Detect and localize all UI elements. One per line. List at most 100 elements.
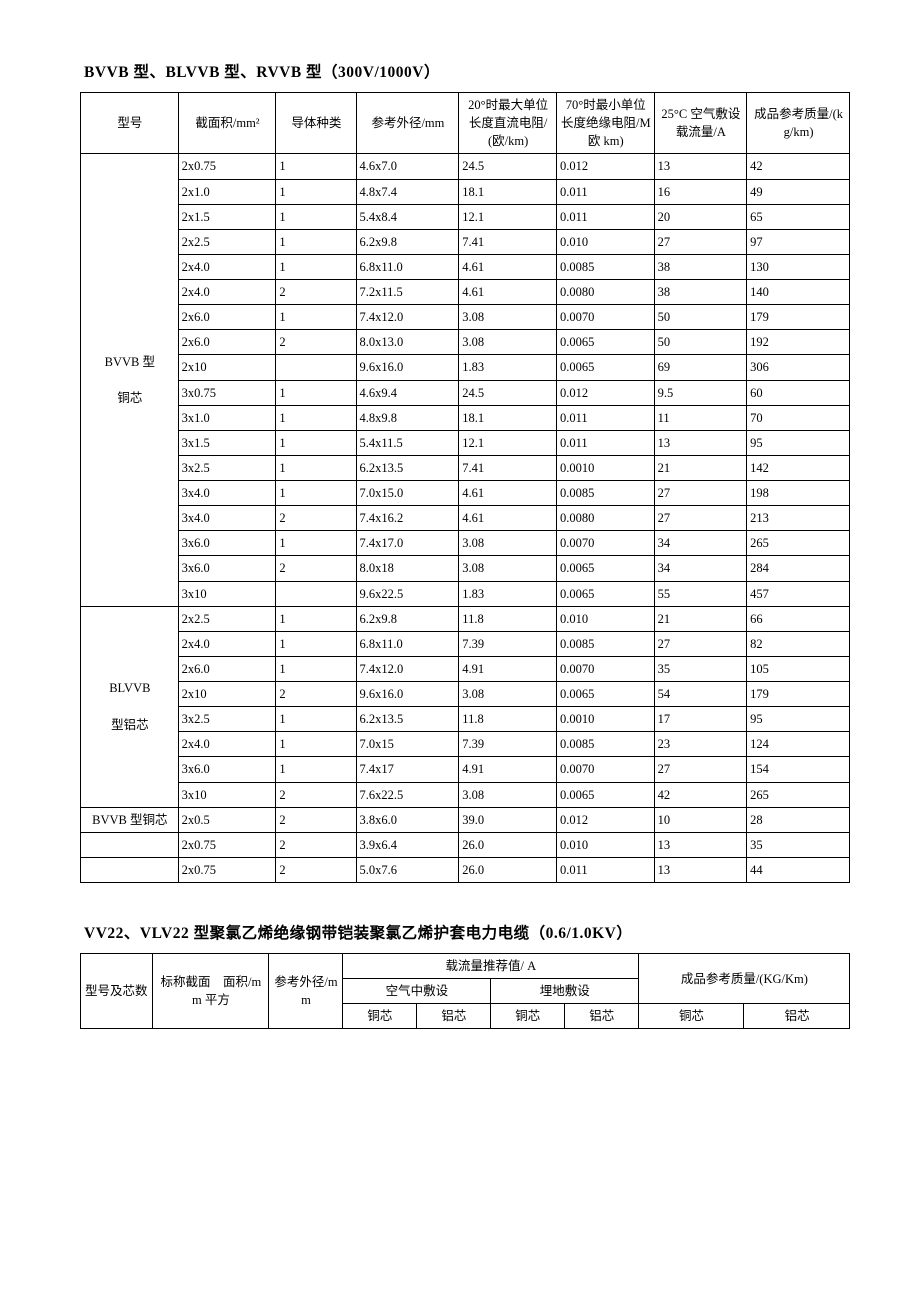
data-cell: 265 [747,782,850,807]
data-cell: 9.6x16.0 [356,355,459,380]
data-cell: 154 [747,757,850,782]
data-cell: 3x10 [178,782,276,807]
data-cell: 3.08 [459,330,557,355]
data-cell: 3x10 [178,581,276,606]
data-cell: 7.39 [459,732,557,757]
table-row: 2x4.017.0x157.390.008523124 [81,732,850,757]
data-cell: 24.5 [459,380,557,405]
table-row: 3x4.017.0x15.04.610.008527198 [81,481,850,506]
data-cell: 9.6x22.5 [356,581,459,606]
data-cell: 3x6.0 [178,556,276,581]
data-cell: 130 [747,254,850,279]
data-cell: 4.91 [459,656,557,681]
data-cell: 2x2.5 [178,229,276,254]
table-row: 3x2.516.2x13.57.410.001021142 [81,455,850,480]
data-cell: 4.61 [459,506,557,531]
table-row: 3x109.6x22.51.830.006555457 [81,581,850,606]
data-cell: 1 [276,405,356,430]
data-cell: 284 [747,556,850,581]
data-cell: 457 [747,581,850,606]
data-cell: 1 [276,606,356,631]
data-cell: 24.5 [459,154,557,179]
data-cell: 3.08 [459,782,557,807]
data-cell: 5.4x8.4 [356,204,459,229]
th2-mass: 成品参考质量/(KG/Km) [638,954,849,1004]
table-row: 3x6.028.0x183.080.006534284 [81,556,850,581]
data-cell: 3.08 [459,556,557,581]
data-cell: 0.012 [556,380,654,405]
data-cell: 140 [747,280,850,305]
data-cell: 13 [654,857,747,882]
data-cell: 95 [747,707,850,732]
data-cell: 35 [654,656,747,681]
data-cell: 9.6x16.0 [356,682,459,707]
data-cell: 7.0x15.0 [356,481,459,506]
data-cell: 1 [276,154,356,179]
data-cell: 2x4.0 [178,280,276,305]
data-cell: 3x6.0 [178,531,276,556]
data-cell: 0.0080 [556,280,654,305]
data-cell: 82 [747,631,850,656]
data-cell: 0.0010 [556,455,654,480]
data-cell: 10 [654,807,747,832]
th-ampacity: 25°C 空气敷设载流量/A [654,93,747,154]
empty-cell [81,832,179,857]
th2-mass-al: 铝芯 [744,1004,850,1029]
data-cell: 0.0085 [556,481,654,506]
data-cell [276,581,356,606]
data-cell: 0.011 [556,405,654,430]
data-cell: 0.0065 [556,330,654,355]
data-cell: 4.61 [459,254,557,279]
data-cell: 97 [747,229,850,254]
empty-cell [81,857,179,882]
data-cell: 4.61 [459,280,557,305]
th-area: 截面积/mm² [178,93,276,154]
th2-ampacity: 载流量推荐值/ A [342,954,638,979]
table-row: 2x6.017.4x12.03.080.007050179 [81,305,850,330]
data-cell: 38 [654,280,747,305]
data-cell: 27 [654,757,747,782]
data-cell: 1 [276,179,356,204]
table-row: 2x6.017.4x12.04.910.007035105 [81,656,850,681]
data-cell: 2 [276,857,356,882]
data-cell: 0.011 [556,204,654,229]
data-cell: 54 [654,682,747,707]
data-cell: 6.2x9.8 [356,229,459,254]
data-cell: 179 [747,682,850,707]
group-label-cell: BVVB 型 铜芯 [81,154,179,606]
data-cell: 6.2x13.5 [356,455,459,480]
data-cell: 213 [747,506,850,531]
data-cell: 13 [654,832,747,857]
table-row: 2x4.016.8x11.04.610.008538130 [81,254,850,279]
data-cell: 8.0x13.0 [356,330,459,355]
table-row: 2x1.014.8x7.418.10.0111649 [81,179,850,204]
data-cell: 11 [654,405,747,430]
data-cell: 5.0x7.6 [356,857,459,882]
table-row: 2x4.016.8x11.07.390.00852782 [81,631,850,656]
table-row: 2x109.6x16.01.830.006569306 [81,355,850,380]
data-cell: 69 [654,355,747,380]
data-cell: 2 [276,506,356,531]
data-cell: 55 [654,581,747,606]
data-cell: 18.1 [459,179,557,204]
table-row: 3x4.027.4x16.24.610.008027213 [81,506,850,531]
data-cell: 124 [747,732,850,757]
data-cell: 2x0.75 [178,154,276,179]
data-cell: 2 [276,782,356,807]
data-cell: 0.0085 [556,732,654,757]
th2-area: 标称截面 面积/mm 平方 [152,954,268,1029]
data-cell: 3x1.5 [178,430,276,455]
data-cell: 0.012 [556,154,654,179]
data-cell: 35 [747,832,850,857]
data-cell: 2 [276,330,356,355]
data-cell: 12.1 [459,204,557,229]
data-cell: 2x4.0 [178,631,276,656]
data-cell: 0.010 [556,832,654,857]
data-cell: 7.4x12.0 [356,305,459,330]
data-cell: 34 [654,531,747,556]
table-row: 3x1.515.4x11.512.10.0111395 [81,430,850,455]
data-cell: 3.08 [459,305,557,330]
data-cell: 50 [654,330,747,355]
data-cell: 0.011 [556,179,654,204]
data-cell: 0.012 [556,807,654,832]
